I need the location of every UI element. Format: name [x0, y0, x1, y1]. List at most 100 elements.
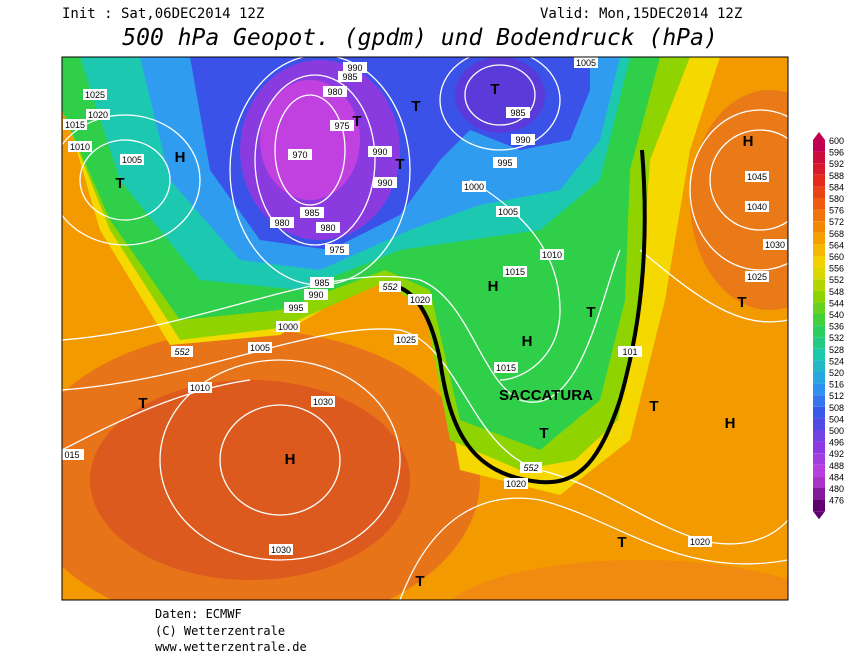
isobar-label: 1020	[88, 110, 108, 120]
label-box	[745, 171, 769, 182]
label-box	[68, 141, 92, 152]
label-box	[269, 544, 293, 555]
scale-swatch	[813, 290, 825, 303]
pressure-center: T	[617, 534, 626, 551]
isobar-label: 1010	[542, 250, 562, 260]
scale-swatch	[813, 232, 825, 245]
isobar-label: 990	[377, 178, 392, 188]
label-box	[540, 249, 564, 260]
pressure-center: H	[488, 278, 499, 295]
scale-label: 516	[829, 380, 844, 390]
isobar-label: 1030	[271, 545, 291, 555]
scale-label: 560	[829, 252, 844, 262]
scale-label: 532	[829, 333, 844, 343]
scale-label: 520	[829, 368, 844, 378]
saccatura-line	[379, 149, 647, 485]
label-box	[506, 107, 530, 118]
pressure-center: H	[175, 149, 186, 166]
isobar-label: 975	[334, 121, 349, 131]
field	[260, 80, 360, 200]
scale-swatch	[813, 140, 825, 152]
scale-swatch	[813, 488, 825, 500]
isobar-label: 101	[622, 347, 637, 357]
isobar-label: 1010	[190, 383, 210, 393]
field	[451, 560, 788, 600]
scale-swatch	[813, 453, 825, 465]
pressure-center: T	[649, 398, 658, 415]
contour-label: 552	[382, 282, 397, 292]
scale-label: 536	[829, 322, 844, 332]
label-box	[300, 207, 324, 218]
init-time: Init : Sat,06DEC2014 12Z	[62, 6, 264, 22]
field	[690, 90, 788, 310]
isobar-label: 1000	[278, 322, 298, 332]
pressure-center: T	[411, 98, 420, 115]
label-box	[311, 396, 335, 407]
valid-time: Valid: Mon,15DEC2014 12Z	[540, 6, 742, 22]
isobar-label: 980	[274, 218, 289, 228]
label-box	[368, 146, 392, 157]
scale-label: 508	[829, 403, 844, 413]
isobar-label: 015	[64, 450, 79, 460]
label-box	[330, 120, 354, 131]
scale-swatch	[813, 209, 825, 222]
isobar-label: 995	[288, 303, 303, 313]
isobar-label: 980	[327, 87, 342, 97]
label-box	[379, 281, 401, 292]
scale-swatch	[813, 418, 825, 430]
scale-label: 600	[829, 136, 844, 146]
label-box	[520, 462, 542, 473]
scale-swatch	[813, 151, 825, 164]
scale-label: 568	[829, 229, 844, 239]
isobar-label: 1025	[396, 335, 416, 345]
label-box	[408, 294, 432, 305]
shape	[709, 129, 788, 231]
isobar-label: 1005	[576, 58, 596, 68]
scale-swatch	[813, 163, 825, 175]
scale-swatch	[813, 256, 825, 268]
isobar-label: 985	[314, 278, 329, 288]
scale-swatch	[813, 337, 825, 349]
footer-line: Daten: ECMWF	[155, 607, 242, 621]
isobar-label: 1000	[464, 182, 484, 192]
label-box	[496, 206, 520, 217]
isobar-label: 970	[292, 150, 307, 160]
pressure-center: T	[539, 425, 548, 442]
label-box	[83, 89, 107, 100]
scale-swatch	[813, 186, 825, 198]
shape	[689, 109, 788, 271]
shape	[439, 57, 561, 151]
scale-label: 484	[829, 472, 844, 482]
pressure-center: T	[415, 573, 424, 590]
scale-swatch	[813, 372, 825, 384]
scale-label: 584	[829, 182, 844, 192]
isobar-label: 985	[304, 208, 319, 218]
scale-label: 576	[829, 206, 844, 216]
scale-label: 476	[829, 496, 844, 506]
scale-swatch	[813, 383, 825, 396]
isobar-label: 1020	[506, 479, 526, 489]
isobar-label: 1005	[498, 207, 518, 217]
scale-label: 488	[829, 461, 844, 471]
scale-swatch	[813, 302, 825, 314]
scale-label: 592	[829, 159, 844, 169]
scale-arrow	[813, 511, 825, 520]
label-box	[62, 449, 84, 460]
isobar-label: 990	[372, 147, 387, 157]
isobar-label: 985	[342, 72, 357, 82]
label-box	[325, 244, 349, 255]
isobar-label: 995	[497, 158, 512, 168]
scale-label: 540	[829, 310, 844, 320]
label-box	[284, 302, 308, 313]
pressure-center: H	[743, 133, 754, 150]
shape	[219, 404, 341, 516]
scale-label: 564	[829, 240, 844, 250]
label-box	[373, 177, 397, 188]
label-box	[304, 289, 328, 300]
label-box	[394, 334, 418, 345]
map-frame	[61, 56, 789, 601]
pressure-center: H	[725, 415, 736, 432]
